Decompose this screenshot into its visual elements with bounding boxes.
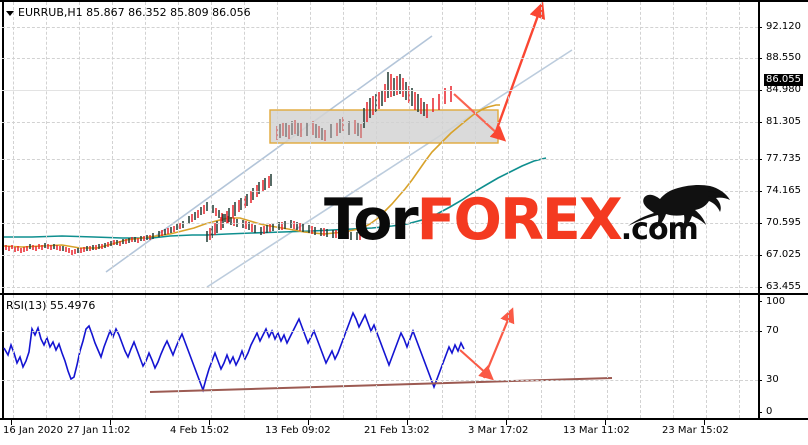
price-axis[interactable]: 92.120 88.550 84.980 86.055 81.305 77.73… [758,2,808,293]
price-chart-panel[interactable]: TorFOREX.com 92.120 88.550 84.980 86.055… [0,0,808,295]
rsi-axis[interactable]: 100 70 30 0 [758,295,808,418]
rsi-level-70 [2,331,758,332]
time-tick-0: 16 Jan 2020 [3,425,63,436]
time-tick-2: 4 Feb 15:02 [170,425,230,436]
rsi-tick-1: 70 [766,325,779,336]
symbol-header[interactable]: EURRUB,H1 85.867 86.352 85.809 86.056 [6,6,251,19]
rsi-header[interactable]: RSI(13) 55.4976 [6,299,96,312]
time-tick-5: 3 Mar 17:02 [468,425,529,436]
price-tick-6: 70.595 [766,217,801,228]
rsi-down-arrow [459,349,494,381]
rsi-tick-3: 0 [766,406,773,417]
rsi-forecast-arrows [459,307,515,381]
ma-teal [4,157,547,239]
price-up-arrow [492,2,546,138]
rsi-series-svg [3,307,613,393]
price-tick-7: 67.025 [766,249,801,260]
rsi-line [3,311,465,393]
rsi-tick-2: 30 [766,374,779,385]
rsi-plot-area[interactable] [2,295,758,418]
rsi-tick-0: 100 [766,296,786,307]
price-series-svg [3,2,573,288]
rsi-up-arrow [482,307,515,379]
rsi-panel-left-border [2,295,4,418]
price-tick-3: 81.305 [766,116,801,127]
candlestick-series [5,72,452,255]
consolidation-rect [269,109,499,144]
rising-channel [105,35,573,288]
time-tick-1: 27 Jan 11:02 [67,425,131,436]
rsi-level-30 [2,380,758,381]
price-tick-4: 77.735 [766,153,801,164]
price-tick-1: 88.550 [766,52,801,63]
symbol-header-text: EURRUB,H1 85.867 86.352 85.809 86.056 [18,6,251,19]
time-tick-7: 23 Mar 15:02 [662,425,729,436]
price-tick-5: 74.165 [766,185,801,196]
price-tick-0: 92.120 [766,21,801,32]
price-plot-area[interactable]: TorFOREX.com [2,2,758,293]
price-tick-8: 63.455 [766,281,801,292]
rsi-axis-line [758,295,760,418]
price-down-arrow [453,93,507,142]
price-tick-2: 84.980 [766,84,801,95]
rsi-indicator-panel[interactable]: 100 70 30 0 RSI(13) 55.4976 [0,295,808,420]
time-tick-3: 13 Feb 09:02 [265,425,331,436]
current-price-label: 86.055 [764,74,803,86]
forecast-arrows [453,2,546,142]
time-tick-4: 21 Feb 13:02 [364,425,430,436]
price-panel-left-border [2,2,4,293]
price-axis-line [758,2,760,293]
time-axis[interactable]: 16 Jan 2020 27 Jan 11:02 4 Feb 15:02 13 … [0,420,808,445]
chevron-down-icon[interactable] [6,10,14,16]
time-tick-6: 13 Mar 11:02 [563,425,630,436]
